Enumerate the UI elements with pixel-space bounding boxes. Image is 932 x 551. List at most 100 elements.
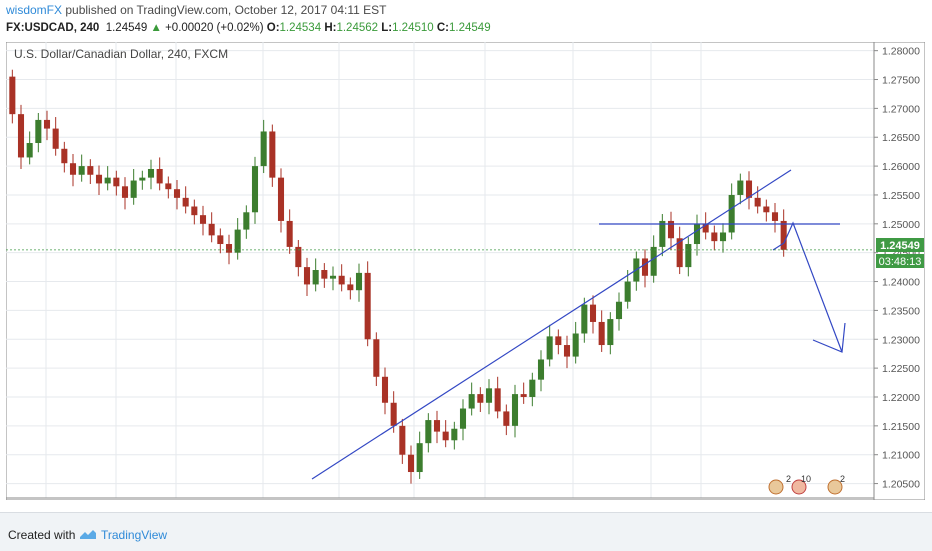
candle-body — [43, 119, 51, 129]
event-marker-us-flag-2[interactable]: 2 — [827, 474, 845, 495]
event-markers[interactable]: 2 10 2 — [768, 474, 845, 495]
candle-body — [381, 376, 389, 403]
candle-body — [61, 148, 68, 164]
candle-body — [763, 206, 770, 213]
candle-body — [659, 220, 666, 247]
candle-body — [390, 402, 397, 426]
candle-body — [780, 220, 787, 250]
price-change: +0.00020 (+0.02%) — [165, 22, 264, 34]
candle-body — [286, 220, 293, 247]
chart-frame[interactable]: U.S. Dollar/Canadian Dollar, 240, FXCM 1… — [5, 41, 926, 514]
candle-body — [52, 128, 59, 149]
candle-body — [26, 143, 33, 158]
candle-body — [407, 454, 415, 473]
trend-line[interactable] — [311, 169, 792, 480]
chart-border — [5, 41, 926, 501]
candle-body — [104, 177, 111, 184]
candle-body — [537, 359, 545, 380]
candle-body — [572, 333, 579, 357]
candle-body — [702, 223, 709, 233]
y-tick-label: 1.22000 — [882, 392, 920, 404]
tradingview-logo-icon — [80, 530, 96, 539]
projection-path[interactable] — [772, 221, 846, 353]
y-tick-label: 1.25500 — [882, 190, 920, 202]
y-tick-label: 1.21000 — [882, 450, 920, 462]
candle-body — [173, 189, 181, 198]
y-tick-label: 1.25000 — [882, 219, 920, 231]
candle-body — [35, 119, 42, 144]
y-tick-label: 1.27000 — [882, 103, 920, 115]
y-tick-label: 1.27500 — [882, 75, 920, 87]
candle-body — [442, 431, 449, 441]
chart-title: U.S. Dollar/Canadian Dollar, 240, FXCM — [14, 47, 228, 61]
y-tick-label: 1.23500 — [882, 305, 920, 317]
drawing-tools[interactable] — [311, 169, 846, 480]
candle-body — [234, 229, 241, 253]
author-link[interactable]: wisdomFX — [6, 3, 63, 17]
candle-body — [754, 197, 761, 207]
y-tick-label: 1.24500 — [882, 248, 920, 260]
candle-body — [347, 284, 354, 291]
candle-body — [719, 232, 727, 242]
event-count: 2 — [786, 474, 791, 484]
candle-body — [520, 394, 527, 397]
candle-body — [503, 411, 510, 426]
candle-body — [9, 76, 16, 115]
candle-body — [295, 246, 302, 268]
candle-body — [468, 394, 475, 409]
candle-body — [355, 272, 363, 291]
candle-body — [217, 235, 224, 245]
candle-body — [373, 339, 380, 377]
y-tick-label: 1.21500 — [882, 421, 920, 433]
candle-body — [745, 180, 753, 198]
candlestick-chart[interactable]: U.S. Dollar/Canadian Dollar, 240, FXCM 1… — [5, 41, 926, 514]
candle-body — [685, 244, 692, 268]
candle-body — [303, 267, 311, 285]
publish-info: wisdomFX published on TradingView.com, O… — [6, 3, 386, 17]
candle-body — [737, 180, 744, 195]
low-label: L: — [381, 22, 393, 34]
event-count: 10 — [801, 474, 811, 484]
candle-body — [693, 223, 701, 245]
candle-body — [494, 388, 501, 412]
candle-body — [95, 174, 103, 184]
candle-body — [251, 166, 259, 213]
candle-body — [156, 168, 163, 184]
y-tick-label: 1.23000 — [882, 334, 920, 346]
candle-body — [399, 425, 406, 455]
y-tick-label: 1.24000 — [882, 277, 920, 289]
candle-body — [329, 275, 337, 279]
high-label: H: — [324, 22, 337, 34]
candle-body — [165, 183, 172, 190]
price-axis: 1.28000 1.27500 1.27000 1.26500 1.26000 1.255… — [874, 46, 920, 491]
open-value: 1.24534 — [279, 22, 322, 34]
candle-body — [269, 131, 276, 178]
candle-body — [589, 304, 597, 322]
y-tick-label: 1.28000 — [882, 46, 920, 58]
event-marker-ca-flag[interactable]: 10 — [791, 474, 811, 495]
countdown-badge — [876, 254, 924, 268]
candle-body — [321, 270, 328, 279]
candle-body — [511, 394, 519, 426]
candle-body — [182, 197, 189, 207]
open-label: O: — [266, 22, 280, 34]
y-tick-label: 1.26500 — [882, 132, 920, 144]
published-text: published on TradingView.com, October 12… — [65, 3, 387, 17]
candle-body — [208, 223, 215, 236]
candle-body — [641, 258, 649, 276]
footer-bar: Created with TradingView — [0, 512, 932, 551]
event-count: 2 — [840, 474, 845, 484]
candle-body — [338, 275, 345, 285]
candle-body — [260, 131, 267, 167]
candle-body — [650, 246, 657, 276]
event-marker-us-flag[interactable]: 2 — [768, 474, 791, 495]
low-value: 1.24510 — [392, 22, 434, 34]
tradingview-link[interactable]: TradingView — [101, 528, 168, 542]
candle-body — [607, 319, 614, 346]
last-price-badge — [876, 238, 924, 252]
candle-body — [624, 281, 631, 302]
quote-line: FX:USDCAD, 240 1.24549 ▲ +0.00020 (+0.02… — [6, 22, 491, 34]
close-label: C: — [436, 22, 450, 34]
close-value: 1.24549 — [449, 22, 491, 34]
candle-body — [78, 166, 85, 175]
